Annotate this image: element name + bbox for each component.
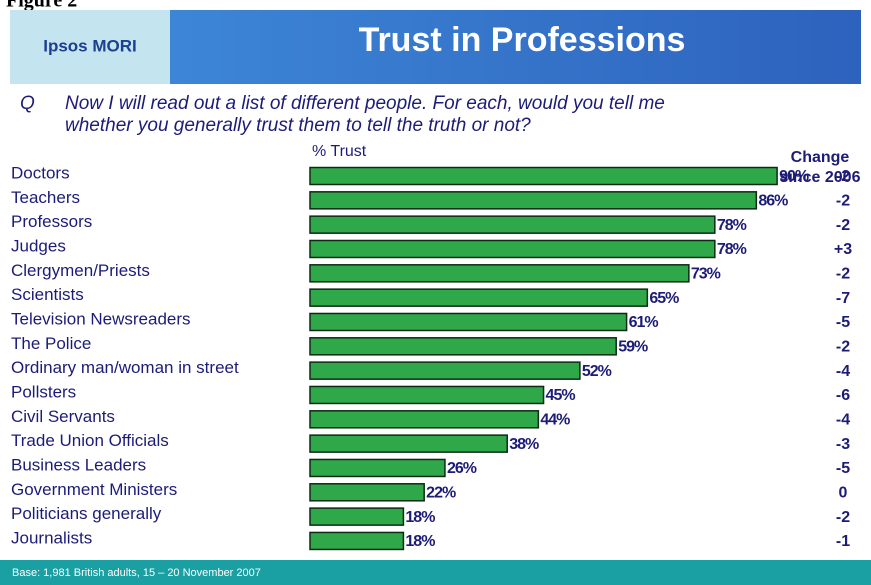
value-label: 78% [717,241,747,258]
value-label: 45% [546,387,576,404]
change-label: -4 [836,363,850,380]
bar [309,385,545,405]
value-label: 52% [582,363,612,380]
category-label: Professors [11,212,92,231]
change-title: Change [791,149,850,166]
chart-title: Trust in Professions [359,21,686,59]
value-label: 90% [779,168,809,185]
question-label: Q [20,93,35,114]
category-label: Journalists [11,528,92,547]
change-label: -2 [836,193,850,210]
bar [309,410,540,429]
category-label: Civil Servants [11,407,115,426]
change-label: -2 [836,266,850,283]
bar [309,483,425,502]
category-label: Television Newsreaders [11,309,191,328]
value-label: 22% [426,485,456,502]
bar [309,191,758,210]
brand: Ipsos MORI [43,36,137,55]
figure-label: Figure 2 [6,0,77,12]
change-label: 0 [839,485,848,502]
footnote: Base: 1,981 British adults, 15 – 20 Nove… [12,567,261,579]
change-label: -2 [836,168,850,185]
change-label: -2 [836,339,850,356]
category-label: Scientists [11,285,84,304]
category-label: Pollsters [11,382,76,401]
change-label: -2 [836,509,850,526]
value-label: 18% [405,509,435,526]
change-label: -3 [836,436,850,453]
value-label: 38% [509,436,539,453]
change-label: -7 [836,290,850,307]
value-label: 78% [717,217,747,234]
category-label: Ordinary man/woman in street [11,358,239,377]
category-label: Judges [11,236,66,255]
change-label: -2 [836,217,850,234]
change-label: -5 [836,314,850,331]
category-label: Clergymen/Priests [11,261,150,280]
category-label: Teachers [11,188,80,207]
bar [309,215,716,234]
question: Now I will read out a list of different … [65,93,665,114]
change-label: -6 [836,387,850,404]
bar [309,434,508,453]
brand-box [10,10,170,84]
bar [309,531,405,551]
bar [309,239,716,259]
category-label: Business Leaders [11,455,146,474]
question: whether you generally trust them to tell… [65,115,531,136]
value-label: 65% [649,290,679,307]
value-label: 26% [447,460,477,477]
change-label: +3 [834,241,852,258]
value-label: 73% [691,266,721,283]
change-label: -4 [836,412,850,429]
category-label: Government Ministers [11,480,177,499]
bar [309,264,690,283]
bar [309,458,446,478]
value-label: 61% [629,314,659,331]
value-label: 86% [758,193,788,210]
category-label: Politicians generally [11,504,162,523]
bar [309,361,581,380]
x-axis-label: % Trust [312,143,367,160]
category-label: Doctors [11,163,70,182]
category-label: Trade Union Officials [11,431,169,450]
change-label: -1 [836,533,850,550]
bar [309,312,628,332]
footer-band [0,560,871,585]
bar [309,337,617,356]
value-label: 59% [618,339,648,356]
value-label: 44% [540,412,570,429]
bar [309,507,405,526]
bar [309,288,649,307]
value-label: 18% [405,533,435,550]
bar [309,166,778,186]
category-label: The Police [11,334,91,353]
change-label: -5 [836,460,850,477]
title-band [170,10,861,84]
change-title: since 2006 [780,169,861,186]
